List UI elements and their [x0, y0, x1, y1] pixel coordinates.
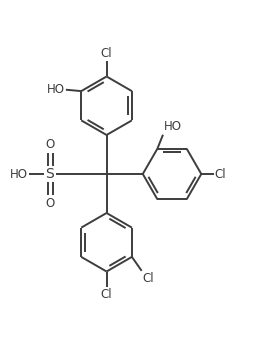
- Text: HO: HO: [10, 167, 28, 181]
- Text: Cl: Cl: [143, 272, 154, 285]
- Text: O: O: [46, 138, 55, 151]
- Text: HO: HO: [164, 120, 181, 133]
- Text: Cl: Cl: [215, 167, 226, 181]
- Text: O: O: [46, 197, 55, 210]
- Text: HO: HO: [47, 83, 65, 96]
- Text: Cl: Cl: [101, 288, 112, 301]
- Text: Cl: Cl: [101, 47, 112, 60]
- Text: S: S: [45, 167, 54, 181]
